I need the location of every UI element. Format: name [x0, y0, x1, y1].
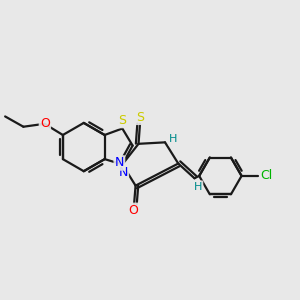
Text: N: N — [118, 166, 128, 179]
Text: H: H — [194, 182, 202, 191]
Text: S: S — [136, 111, 144, 124]
Text: O: O — [40, 117, 50, 130]
Text: N: N — [115, 157, 124, 169]
Text: O: O — [129, 204, 139, 217]
Text: H: H — [169, 134, 178, 144]
Text: O: O — [129, 204, 139, 217]
Text: H: H — [194, 182, 202, 191]
Text: H: H — [169, 134, 178, 144]
Text: N: N — [115, 157, 124, 169]
Text: S: S — [118, 114, 126, 127]
Text: O: O — [40, 117, 50, 130]
Text: S: S — [136, 111, 144, 124]
Text: Cl: Cl — [260, 169, 273, 182]
Text: S: S — [118, 114, 126, 127]
Text: N: N — [118, 166, 128, 179]
Text: Cl: Cl — [260, 169, 273, 182]
